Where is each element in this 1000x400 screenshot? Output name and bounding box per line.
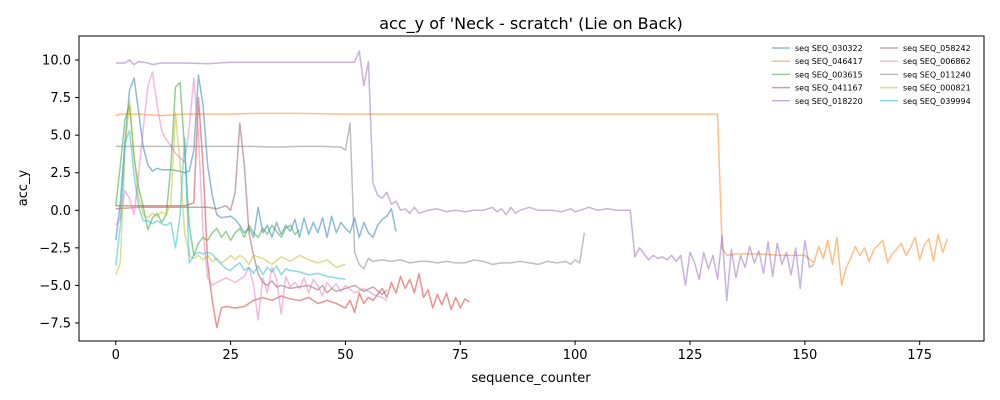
y-tick-label: 5.0 (50, 129, 71, 144)
series-line-seq-seq_003615 (115, 81, 301, 257)
y-axis-label: acc_y (16, 169, 31, 206)
legend-entry-label: seq SEQ_018220 (795, 97, 863, 106)
legend-entry-label: seq SEQ_046417 (795, 57, 863, 66)
plot-lines (115, 50, 948, 329)
chart-title: acc_y of 'Neck - scratch' (Lie on Back) (379, 14, 683, 34)
y-tick-label: 0.0 (50, 204, 71, 219)
legend-entry-label: seq SEQ_041167 (795, 84, 863, 93)
series-line-seq-seq_011240 (115, 122, 586, 270)
legend-entry-label: seq SEQ_003615 (795, 70, 863, 79)
y-tick-label: 10.0 (42, 54, 71, 69)
legend-entry-label: seq SEQ_006862 (903, 57, 971, 66)
x-axis: 0 25 50 75 100 125 150 175 (112, 341, 932, 363)
legend-entry-label: seq SEQ_011240 (903, 70, 971, 79)
y-tick-label: −7.5 (39, 316, 71, 331)
x-tick-label: 0 (112, 348, 120, 363)
x-tick-label: 50 (337, 348, 354, 363)
legend-entry-label: seq SEQ_039994 (903, 97, 971, 106)
x-tick-label: 25 (222, 348, 239, 363)
series-line-seq-seq_041167 (115, 96, 470, 329)
series-line-seq-seq_000821 (115, 99, 346, 276)
x-tick-label: 175 (907, 348, 932, 363)
x-tick-label: 125 (678, 348, 703, 363)
x-tick-label: 75 (452, 348, 469, 363)
plot-frame (78, 35, 985, 342)
legend-entry-label: seq SEQ_000821 (903, 84, 971, 93)
series-line-seq-seq_030322 (115, 74, 397, 241)
y-tick-label: −5.0 (39, 279, 71, 294)
y-tick-label: 7.5 (50, 91, 71, 106)
series-line-seq-seq_039994 (115, 129, 346, 281)
series-line-seq-seq_018220 (115, 50, 815, 302)
x-axis-label: sequence_counter (471, 371, 591, 386)
series-line-seq-seq_046417 (115, 112, 948, 287)
legend-entry-label: seq SEQ_030322 (795, 44, 863, 53)
x-tick-label: 100 (563, 348, 588, 363)
y-tick-label: 2.5 (50, 166, 71, 181)
legend-entry-label: seq SEQ_058242 (903, 44, 971, 53)
y-tick-label: −2.5 (39, 241, 71, 256)
y-axis: −7.5 −5.0 −2.5 0.0 2.5 5.0 7.5 10.0 (39, 54, 79, 331)
x-tick-label: 150 (792, 348, 817, 363)
